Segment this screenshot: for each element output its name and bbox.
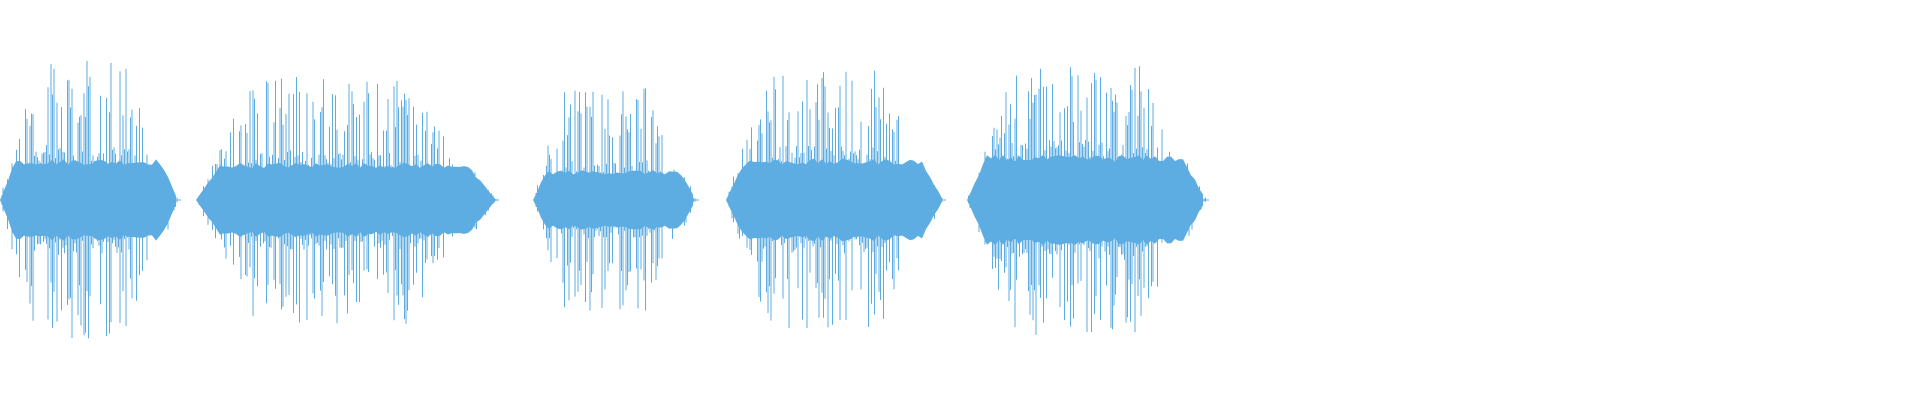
waveform-core [196, 162, 496, 238]
waveform-core [967, 155, 1203, 245]
waveform-core [726, 158, 942, 242]
waveform-core [533, 170, 693, 230]
waveform-core [0, 159, 176, 241]
